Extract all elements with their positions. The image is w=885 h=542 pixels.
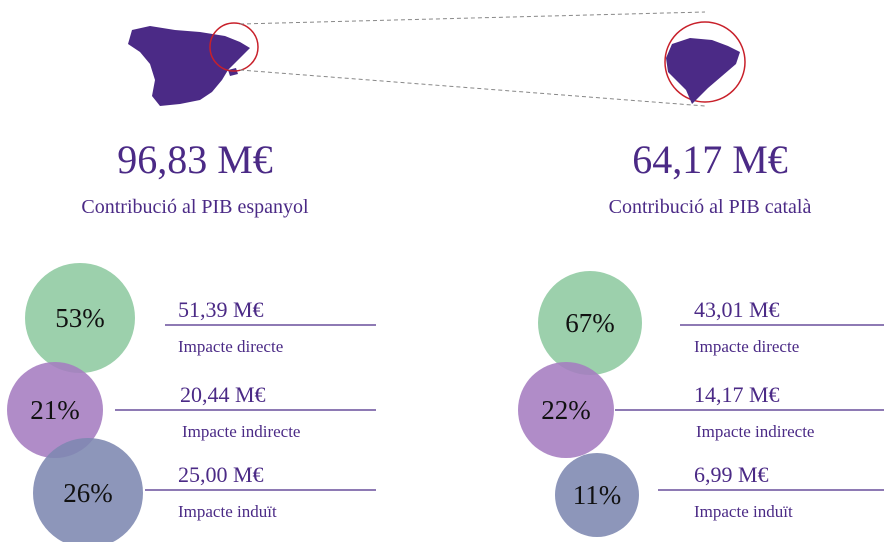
impact-label: Impacte indirecte — [182, 422, 300, 441]
impact-percent: 26% — [63, 478, 113, 508]
impact-percent: 22% — [541, 395, 591, 425]
impact-value: 51,39 M€ — [178, 297, 264, 322]
impact-circle — [518, 362, 614, 458]
impact-percent: 21% — [30, 395, 80, 425]
impact-value: 25,00 M€ — [178, 462, 264, 487]
impact-label: Impacte directe — [178, 337, 283, 356]
impact-label: Impacte induït — [694, 502, 793, 521]
impact-percent: 11% — [573, 480, 622, 510]
impact-value: 20,44 M€ — [180, 382, 266, 407]
zoom-line — [239, 69, 706, 107]
zoom-line — [239, 11, 706, 25]
catalonia-map — [666, 38, 740, 104]
total-value: 96,83 M€ — [117, 137, 273, 182]
impact-circle — [7, 362, 103, 458]
impact-circle — [33, 438, 143, 542]
impact-percent: 53% — [55, 303, 105, 333]
total-label: Contribució al PIB espanyol — [81, 196, 309, 218]
impact-value: 6,99 M€ — [694, 462, 769, 487]
total-value: 64,17 M€ — [632, 137, 788, 182]
total-label: Contribució al PIB català — [609, 196, 812, 218]
impact-label: Impacte directe — [694, 337, 799, 356]
zoom-circle-small — [209, 22, 259, 72]
impact-circle — [25, 263, 135, 373]
spain-map — [128, 26, 250, 106]
impact-percent: 67% — [565, 308, 615, 338]
impact-value: 14,17 M€ — [694, 382, 780, 407]
impact-label: Impacte induït — [178, 502, 277, 521]
impact-circle — [555, 453, 639, 537]
impact-label: Impacte indirecte — [696, 422, 814, 441]
impact-value: 43,01 M€ — [694, 297, 780, 322]
impact-circle — [538, 271, 642, 375]
